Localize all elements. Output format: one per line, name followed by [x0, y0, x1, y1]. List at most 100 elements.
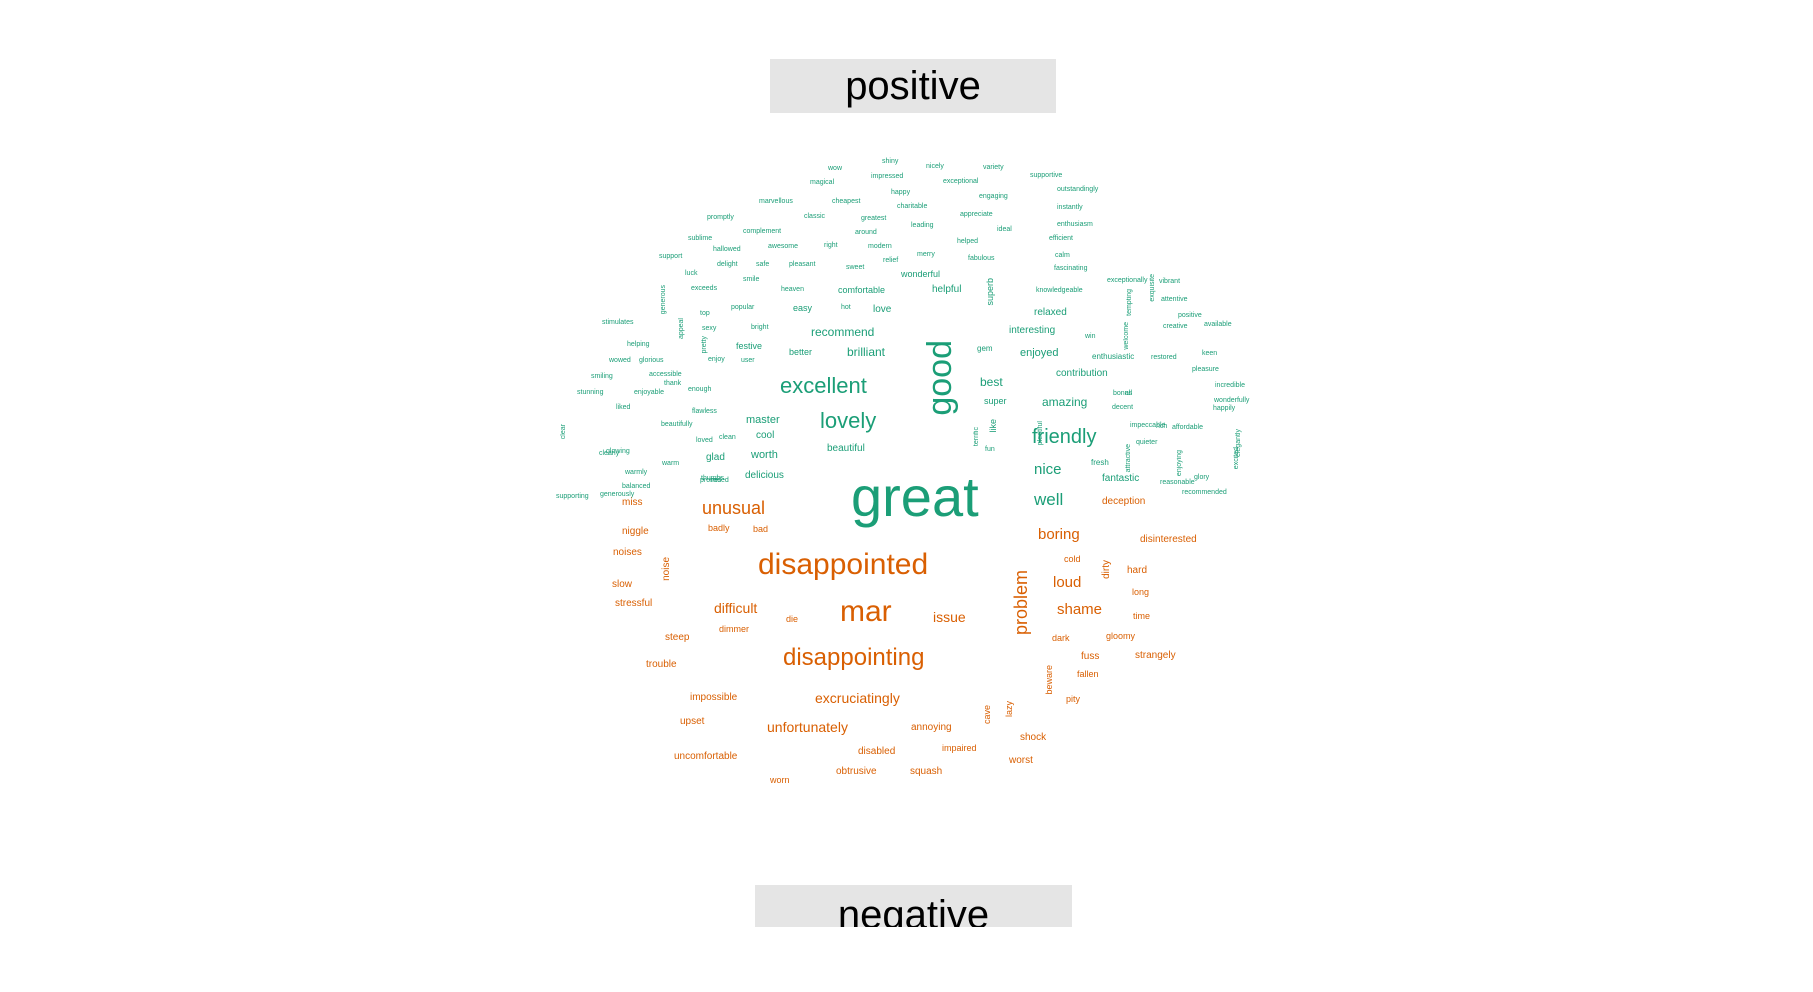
- positive-word: safe: [756, 261, 770, 268]
- positive-word: greatest: [861, 215, 887, 222]
- positive-word: vibrant: [1159, 278, 1181, 285]
- positive-word: appreciate: [960, 211, 993, 218]
- positive-word: fabulous: [968, 255, 995, 262]
- positive-word: luck: [685, 270, 698, 277]
- positive-word: loved: [696, 437, 713, 444]
- negative-word: impaired: [942, 743, 977, 753]
- positive-word: clean: [719, 434, 736, 441]
- positive-word: affordable: [1172, 424, 1204, 431]
- positive-word: outstandingly: [1057, 186, 1099, 193]
- negative-word: obtrusive: [836, 766, 877, 777]
- negative-word: pity: [1066, 694, 1081, 704]
- positive-word: love: [873, 304, 892, 315]
- positive-word: reasonable: [1160, 479, 1195, 486]
- positive-word: relief: [883, 257, 899, 264]
- negative-word: die: [786, 614, 799, 624]
- positive-word: right: [824, 242, 838, 249]
- positive-word: enough: [688, 386, 712, 393]
- positive-word: promptly: [707, 214, 734, 221]
- negative-word: disabled: [858, 746, 896, 757]
- negative-word: cold: [1064, 554, 1081, 564]
- positive-word: variety: [983, 164, 1004, 171]
- negative-word: impossible: [690, 692, 738, 703]
- positive-word: enthusiastic: [1092, 352, 1135, 361]
- negative-word: annoying: [911, 722, 952, 733]
- positive-word: impeccable: [1130, 422, 1166, 429]
- positive-word: exceptional: [943, 178, 979, 185]
- positive-word: well: [1034, 490, 1064, 509]
- negative-word: badly: [708, 523, 730, 533]
- positive-word: efficient: [1049, 235, 1073, 242]
- positive-word: sweet: [846, 264, 865, 271]
- positive-word: stimulates: [602, 319, 634, 326]
- positive-word: positive: [1178, 312, 1202, 319]
- positive-word: warmly: [625, 469, 648, 476]
- positive-word: enjoyable: [634, 389, 664, 396]
- negative-word: niggle: [622, 526, 649, 537]
- positive-word: top: [700, 310, 710, 317]
- negative-word: dirty: [1101, 560, 1112, 579]
- negative-word: time: [1133, 611, 1151, 621]
- positive-word: charitable: [897, 203, 928, 210]
- positive-word: creative: [1163, 323, 1188, 330]
- negative-word: noises: [613, 547, 642, 558]
- positive-word: helping: [627, 341, 650, 348]
- negative-word: squash: [910, 766, 943, 777]
- positive-word: leading: [911, 222, 934, 229]
- positive-word: marvellous: [759, 198, 793, 205]
- positive-word: like: [988, 419, 998, 433]
- positive-word: welcome: [1123, 322, 1130, 350]
- positive-word: enjoying: [1176, 450, 1183, 477]
- positive-word: fantastic: [1102, 473, 1140, 484]
- positive-word: festive: [736, 341, 763, 351]
- negative-word: steep: [665, 632, 690, 643]
- positive-word: support: [659, 253, 683, 260]
- positive-word: nicely: [926, 163, 944, 170]
- negative-word: problem: [1011, 570, 1031, 636]
- positive-word: lovely: [820, 408, 877, 433]
- positive-word: recommended: [1182, 489, 1227, 496]
- positive-word: gem: [977, 344, 993, 353]
- positive-word: good: [921, 340, 959, 416]
- positive-word: incredible: [1215, 382, 1245, 389]
- positive-word: wonderful: [901, 269, 941, 279]
- positive-word: classic: [804, 213, 826, 220]
- negative-word: disappointed: [758, 548, 929, 581]
- positive-word: restored: [1151, 354, 1177, 361]
- positive-word: cheapest: [832, 198, 861, 205]
- negative-word: trouble: [646, 659, 677, 670]
- positive-word: thumbs: [701, 475, 724, 482]
- positive-word: excited: [1233, 447, 1240, 470]
- positive-word: hot: [841, 304, 851, 311]
- negative-word: issue: [933, 609, 966, 625]
- positive-word: promised: [700, 477, 729, 484]
- positive-word: sexy: [702, 325, 717, 332]
- positive-word: heaven: [781, 286, 804, 293]
- positive-word: recommend: [811, 325, 875, 339]
- positive-word: rich: [1156, 423, 1168, 430]
- positive-word: better: [789, 347, 813, 357]
- positive-word: appeal: [678, 318, 685, 340]
- negative-word: shame: [1057, 601, 1103, 618]
- positive-word: clear: [560, 424, 567, 440]
- positive-word: cool: [756, 430, 775, 441]
- positive-word: enthusiasm: [1057, 221, 1093, 228]
- positive-word: clearly: [599, 450, 620, 457]
- positive-word: knowledgeable: [1036, 287, 1083, 294]
- negative-word: slow: [612, 579, 633, 590]
- negative-word: noise: [661, 557, 672, 581]
- positive-word: available: [1204, 321, 1232, 328]
- positive-word: keen: [1202, 350, 1218, 357]
- positive-word: superb: [985, 278, 995, 306]
- negative-word: upset: [680, 716, 705, 727]
- negative-panel-label: negative: [755, 885, 1072, 927]
- negative-word: stressful: [615, 598, 653, 609]
- negative-word: worst: [1009, 755, 1033, 766]
- positive-word: bonus: [1113, 390, 1133, 397]
- negative-word: worn: [770, 775, 790, 785]
- positive-word: smile: [743, 276, 760, 283]
- positive-word: worth: [751, 449, 778, 461]
- positive-word: modern: [868, 243, 892, 250]
- positive-word: master: [746, 414, 780, 426]
- negative-word: dimmer: [719, 624, 750, 634]
